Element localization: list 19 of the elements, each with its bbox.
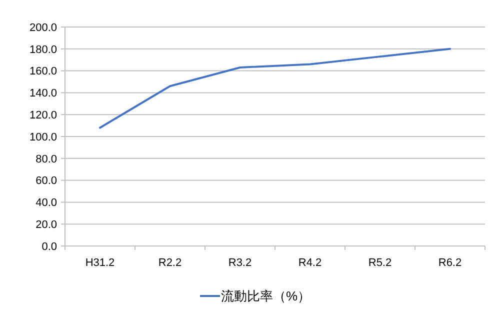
y-tick-label: 200.0: [29, 22, 57, 34]
x-tick-label: R3.2: [228, 257, 252, 269]
y-tick-label: 140.0: [29, 88, 57, 100]
y-tick-label: 80.0: [36, 153, 57, 166]
line-series: [99, 48, 451, 129]
x-tick-label: R2.2: [158, 257, 182, 269]
x-tick-label: R4.2: [298, 257, 322, 269]
y-tick-label: 40.0: [36, 197, 57, 210]
y-tick-label: 160.0: [29, 66, 57, 78]
legend-label: 流動比率（%）: [221, 288, 311, 304]
x-tick-label: R6.2: [438, 257, 462, 269]
y-tick-label: 120.0: [29, 109, 57, 122]
y-tick-label: 20.0: [36, 218, 57, 231]
x-tick-label: R5.2: [368, 257, 392, 269]
y-tick-label: 60.0: [36, 175, 57, 188]
x-tick-label: H31.2: [85, 257, 115, 269]
y-tick-label: 0.0: [42, 240, 57, 253]
y-tick-label: 100.0: [29, 131, 57, 144]
y-tick-label: 180.0: [29, 44, 57, 56]
